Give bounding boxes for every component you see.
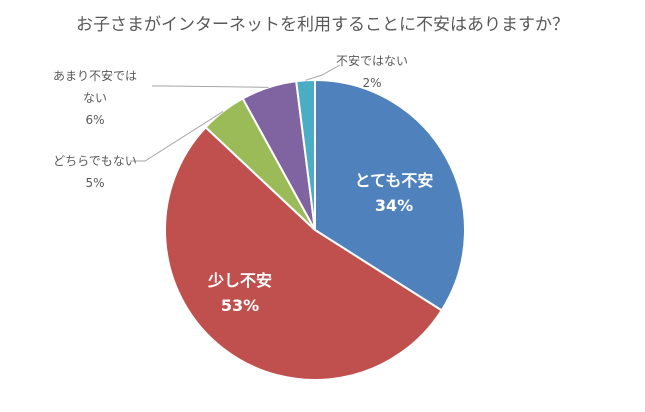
slice-label-2: どちらでもない [53,154,137,168]
slice-pct-3: 6% [85,113,104,127]
slice-label-3-line-0: あまり不安では [53,68,137,83]
slice-pct-0: 34% [375,196,413,215]
pie-slice-1 [164,125,444,381]
slice-label-3-line-1: ない [83,91,107,105]
slice-label-0: とても不安 [355,171,434,190]
slice-pct-4: 2% [362,76,381,90]
leader-line-2 [130,111,224,162]
leader-line-3 [152,85,269,88]
slice-pct-2: 5% [85,176,104,190]
slice-pct-1: 53% [221,296,259,315]
slice-label-1: 少し不安 [207,271,272,290]
chart-title: お子さまがインターネットを利用することに不安はありますか？ [76,15,569,35]
slice-label-4: 不安ではない [336,53,408,68]
leader-line-4 [305,64,341,81]
